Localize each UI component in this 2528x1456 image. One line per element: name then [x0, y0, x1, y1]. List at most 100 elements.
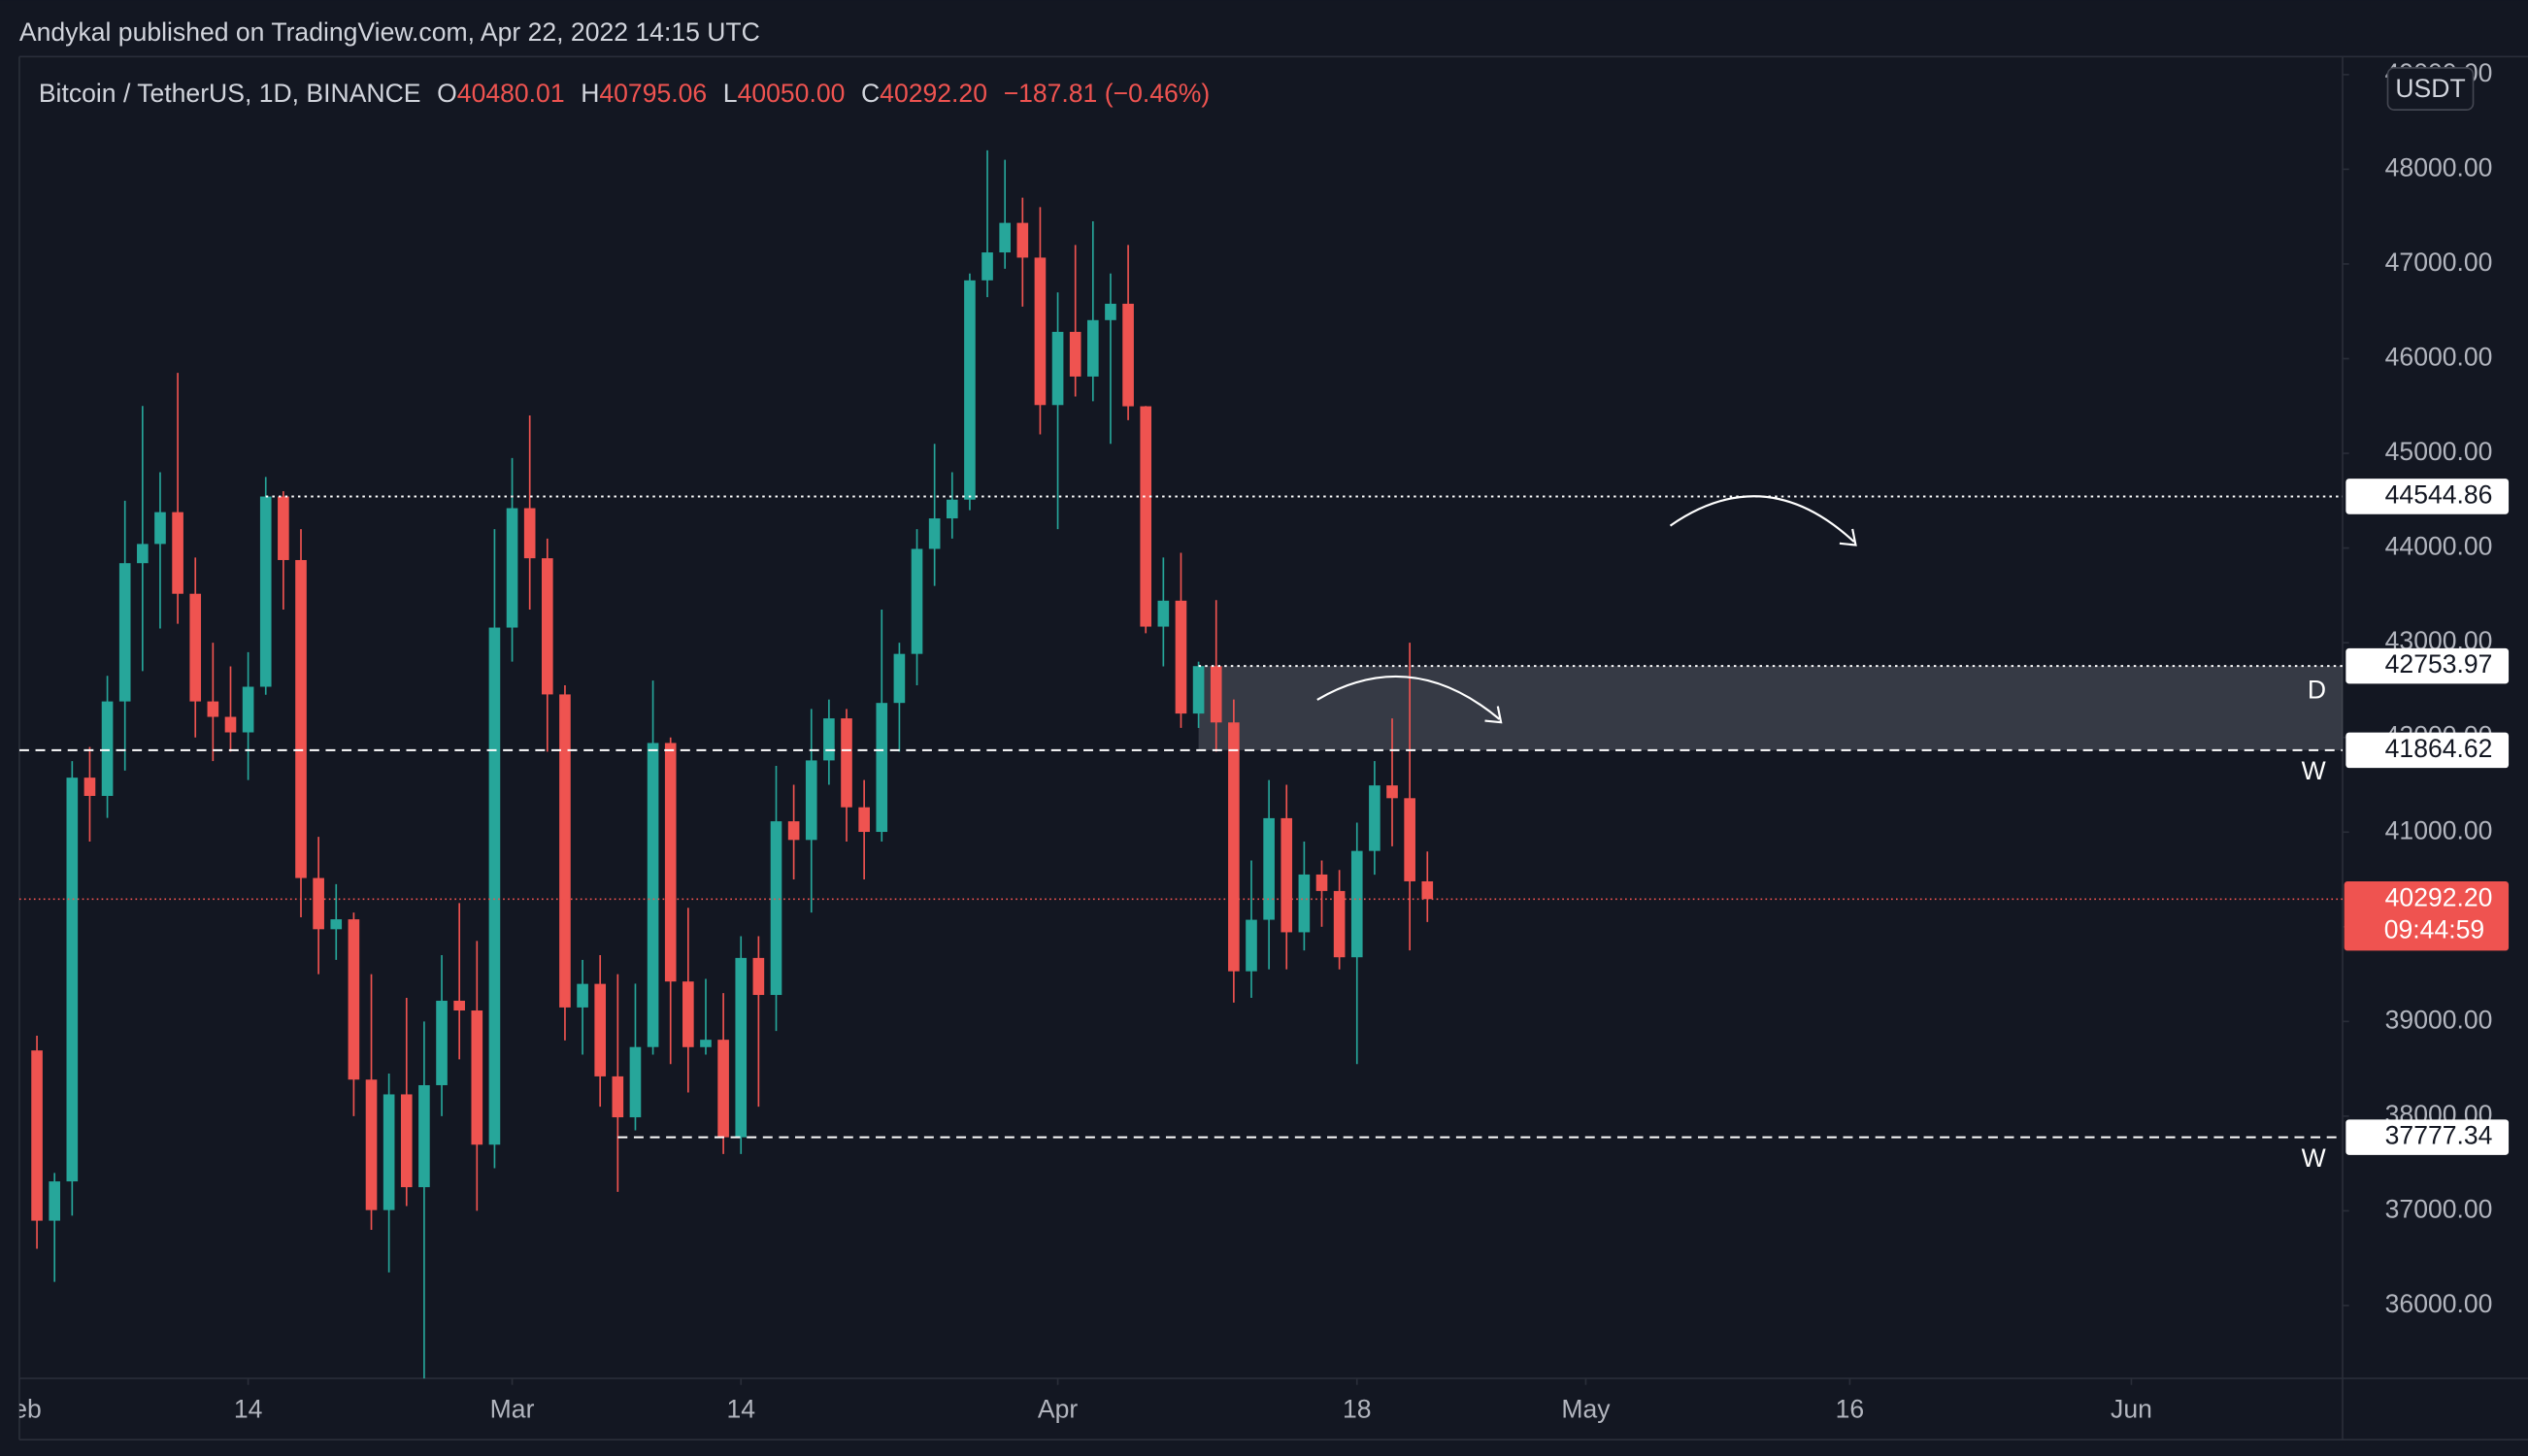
level-label-box [2345, 479, 2510, 514]
candle-body [1105, 303, 1116, 320]
ohlc-key: O [437, 79, 457, 108]
symbol-name: Bitcoin / TetherUS, 1D, BINANCE [39, 79, 421, 108]
candle-body [189, 593, 202, 702]
y-tick-label: 48000.00 [2385, 152, 2493, 182]
candle-body [1315, 874, 1328, 891]
last-price-box [2344, 881, 2510, 951]
candle-body [101, 701, 114, 796]
candle-body [823, 718, 835, 761]
candle-body [664, 743, 677, 982]
candle-body [1210, 666, 1222, 723]
candle-body [559, 694, 571, 1008]
candle-body [436, 1000, 448, 1085]
candle-body [1228, 722, 1240, 972]
projection-arrow [1316, 675, 1503, 724]
candle-body [981, 252, 993, 281]
candle-body [594, 983, 607, 1076]
y-tick-label: 45000.00 [2385, 437, 2493, 466]
candle-body [1246, 919, 1257, 972]
candle-body [154, 512, 166, 545]
candle-body [523, 508, 536, 559]
candle-body [928, 518, 941, 549]
x-tick-label: 18 [1343, 1394, 1372, 1423]
x-tick-label: 16 [1836, 1394, 1865, 1423]
bar-countdown: 09:44:59 [2384, 915, 2484, 944]
candle-body [647, 743, 659, 1047]
candle-body [1298, 874, 1311, 933]
candle-body [1069, 331, 1081, 377]
candle-body [1175, 600, 1187, 714]
ohlc-value: 40480.01 [457, 79, 565, 108]
candle-body [770, 821, 782, 996]
supply-zone [1198, 666, 2344, 750]
candle-body [66, 778, 79, 1182]
candle-body [172, 512, 183, 594]
level-label: 42753.97 [2385, 649, 2493, 678]
level-label-box [2345, 732, 2510, 769]
candle-body [946, 499, 958, 519]
candle-body [453, 1000, 465, 1011]
candle-body [752, 957, 765, 996]
candle-body [1016, 222, 1029, 258]
ohlc-value: 40050.00 [738, 79, 846, 108]
x-tick-label: Apr [1038, 1394, 1078, 1423]
x-tick-label: Feb [0, 1394, 42, 1423]
candle-body [1281, 817, 1293, 933]
symbol-legend: Bitcoin / TetherUS, 1D, BINANCE O40480.01… [39, 79, 1210, 108]
level-note: W [2302, 1143, 2326, 1173]
level-label: 37777.34 [2385, 1121, 2493, 1150]
candle-body [365, 1079, 378, 1210]
candle-body [83, 778, 96, 796]
candle-body [295, 559, 307, 878]
y-tick-label: 41000.00 [2385, 815, 2493, 844]
candle-body [488, 627, 501, 1145]
candle-body [49, 1181, 61, 1221]
candle-body [805, 760, 817, 841]
candle-body [118, 563, 131, 702]
y-tick-label: 46000.00 [2385, 343, 2493, 372]
candle-body [1263, 817, 1275, 920]
candle-body [1386, 785, 1398, 799]
candle-body [1051, 331, 1064, 406]
level-note: W [2302, 756, 2326, 785]
candle-body [858, 807, 870, 833]
plot-area [18, 149, 2344, 1379]
y-tick-label: 36000.00 [2385, 1289, 2493, 1318]
currency-label[interactable]: USDT [2395, 74, 2465, 103]
candle-body [1157, 600, 1170, 627]
candle-body [506, 508, 518, 628]
currency-button[interactable]: USDT [2386, 67, 2475, 111]
ohlc-value: 40795.06 [599, 79, 707, 108]
candle-body [224, 716, 237, 733]
candle-body [999, 222, 1011, 253]
time-axis: Feb 14 Mar 14 Apr 18 May 16 Jun [0, 1378, 2152, 1423]
zone-note: D [2308, 676, 2326, 705]
y-tick-label: 47000.00 [2385, 248, 2493, 277]
candle-body [348, 919, 360, 1080]
x-tick-label: Jun [2111, 1394, 2152, 1423]
ohlc-key: H [581, 79, 599, 108]
currency-button-frame[interactable] [2386, 67, 2475, 111]
ohlc-value: 40292.20 [880, 79, 987, 108]
candle-body [735, 957, 748, 1138]
candle-body [682, 981, 694, 1047]
candle-body [313, 877, 324, 930]
candle-body [787, 821, 800, 841]
candle-body [911, 548, 923, 654]
candle-body [137, 544, 149, 564]
level-label: 44544.86 [2385, 480, 2493, 509]
ohlc-key: L [723, 79, 738, 108]
projection-arrow [1669, 495, 1857, 546]
candle-body [278, 496, 289, 560]
candle-body [1122, 303, 1134, 407]
candle-body [876, 703, 888, 833]
candle-body [1034, 257, 1047, 406]
overlays: D 44544.86 42753.97 41864.62 W 37777.34 W 40292… [2302, 479, 2510, 1173]
candle-body [31, 1050, 43, 1221]
candle-body [418, 1084, 430, 1188]
y-tick-label: 44000.00 [2385, 532, 2493, 561]
candle-body [1087, 319, 1099, 377]
